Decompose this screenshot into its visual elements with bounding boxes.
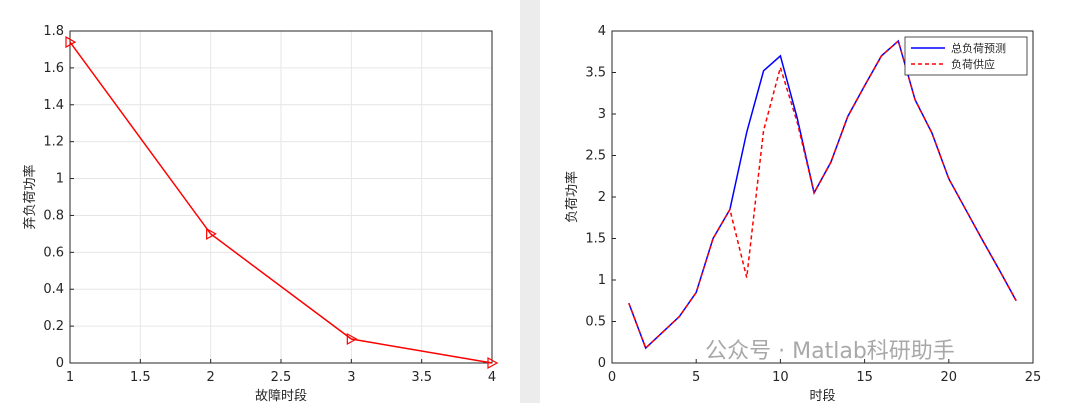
y-tick-label: 0: [56, 356, 64, 371]
x-tick-label: 4: [488, 370, 496, 385]
x-tick-label: 25: [1025, 370, 1042, 385]
y-tick-label: 1.6: [43, 61, 64, 76]
x-tick-label: 5: [692, 370, 700, 385]
x-tick-label: 10: [772, 370, 789, 385]
y-tick-label: 0.8: [43, 208, 64, 223]
y-tick-label: 0.4: [43, 282, 64, 297]
legend-label: 负荷供应: [951, 57, 995, 71]
legend-label: 总负荷预测: [951, 41, 1006, 55]
x-tick-label: 15: [856, 370, 873, 385]
axes-box: [69, 30, 493, 364]
y-tick-label: 0.2: [43, 319, 64, 334]
data-marker: [487, 356, 499, 370]
x-axis-label: 时段: [809, 389, 835, 403]
x-tick-label: 3.5: [411, 370, 432, 385]
y-tick-label: 1: [598, 273, 606, 288]
x-tick-label: 2.5: [271, 370, 292, 385]
x-tick-label: 3: [347, 370, 355, 385]
axes-box: [611, 30, 1034, 364]
y-tick-label: 0: [598, 356, 606, 371]
y-tick-label: 1.5: [585, 232, 606, 247]
y-tick-label: 4: [598, 24, 606, 39]
y-tick-label: 1.2: [43, 135, 64, 150]
x-tick-label: 1.5: [130, 370, 151, 385]
x-tick-label: 1: [66, 370, 74, 385]
legend-box: [904, 36, 1028, 76]
y-tick-label: 2: [598, 190, 606, 205]
y-tick-label: 0.6: [43, 245, 64, 260]
y-tick-label: 0.5: [585, 315, 606, 330]
plot-area: [612, 31, 1033, 363]
data-line: [69, 41, 493, 364]
y-tick-label: 2.5: [585, 149, 606, 164]
data-marker: [206, 227, 217, 240]
y-axis-label: 负荷功率: [564, 171, 580, 223]
y-tick-label: 3.5: [585, 66, 606, 81]
x-tick-label: 2: [207, 370, 215, 385]
y-tick-label: 1.4: [43, 98, 64, 113]
y-axis-label: 弃负荷功率: [22, 164, 38, 229]
x-tick-label: 20: [941, 370, 958, 385]
y-tick-label: 1: [56, 172, 64, 187]
data-line: [628, 39, 1017, 350]
x-tick-label: 0: [608, 370, 616, 385]
y-tick-label: 1.8: [43, 24, 64, 39]
data-marker: [346, 333, 358, 346]
y-tick-label: 3: [598, 107, 606, 122]
data-marker: [65, 36, 77, 49]
separator: [520, 0, 540, 403]
x-axis-label: 故障时段: [255, 389, 307, 403]
watermark: 公众号 · Matlab科研助手: [705, 339, 955, 364]
